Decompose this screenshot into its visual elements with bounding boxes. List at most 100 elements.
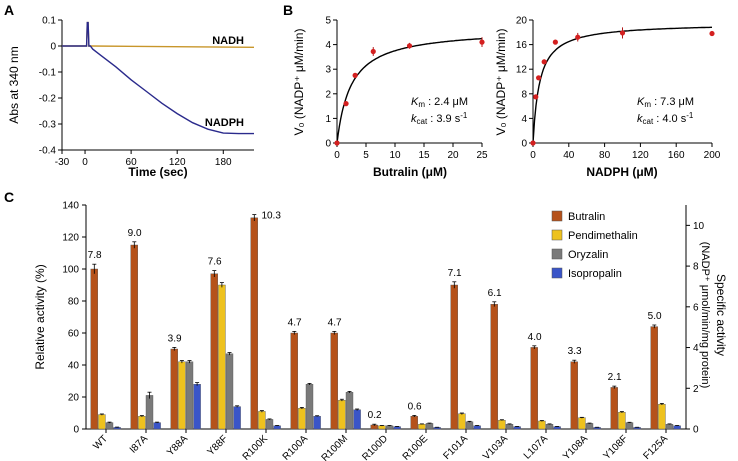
a-ytick-label: 0: [50, 42, 56, 53]
c-ytick-label: 140: [62, 201, 79, 212]
b1-ytick-label: 2: [325, 89, 331, 100]
c-ytick-label: 100: [62, 265, 79, 276]
bar-pendimethalin: [418, 424, 426, 430]
c-xtick-label: Y108A: [561, 433, 590, 461]
bar-butralin: [410, 416, 418, 430]
c-data-label: 3.9: [168, 333, 182, 344]
bar-isopropalin: [393, 426, 401, 430]
panel-c-ylabel: Relative activity (%): [33, 264, 47, 369]
bar-butralin: [130, 244, 139, 430]
a-xtick-label: 0: [82, 157, 88, 168]
c-ytick-label: 120: [62, 233, 79, 244]
bar-pendimethalin: [458, 413, 466, 430]
bar-pendimethalin: [658, 404, 666, 430]
bar-isopropalin: [273, 425, 281, 430]
c-xtick-label: R100A: [281, 433, 311, 461]
bar-isopropalin: [193, 384, 201, 430]
b2-ytick-label: 8: [521, 89, 527, 100]
c-data-label: 10.3: [261, 211, 281, 222]
panel-c-label: C: [4, 189, 14, 205]
bar-butralin: [90, 268, 99, 430]
bar-pendimethalin: [138, 416, 146, 430]
legend-swatch-butralin: [551, 210, 563, 222]
b1-data-point: [343, 101, 349, 107]
b2-ytick-label: 0: [521, 139, 527, 150]
c-data-label: 7.8: [88, 250, 102, 261]
c-ytick-right-label: 8: [693, 262, 699, 273]
bar-butralin: [330, 332, 338, 430]
bar-pendimethalin: [538, 420, 546, 430]
legend-label-oryzalin: Oryzalin: [568, 249, 608, 261]
c-data-label: 9.0: [128, 228, 142, 239]
b1-ytick-label: 0: [325, 139, 331, 150]
bar-pendimethalin: [378, 425, 386, 430]
panel-a-label: A: [4, 2, 14, 18]
bar-oryzalin: [545, 424, 554, 430]
bar-pendimethalin: [578, 417, 586, 430]
b1-data-point: [406, 43, 413, 49]
c-data-label: 4.7: [288, 317, 302, 328]
bar-butralin: [490, 304, 498, 430]
bar-oryzalin: [145, 395, 154, 430]
legend-swatch-pendimethalin: [551, 229, 563, 241]
legend-swatch-isopropalin: [551, 267, 563, 279]
bar-isopropalin: [673, 425, 681, 430]
b2-data-point: [530, 140, 536, 146]
a-xtick-label: -30: [55, 157, 70, 168]
b2-data-point: [535, 75, 542, 81]
c-xtick-label: F125A: [642, 433, 671, 461]
c-xtick-label: I87A: [128, 433, 151, 456]
c-ytick-label: 40: [68, 361, 80, 372]
c-ytick-label: 80: [68, 297, 80, 308]
km-label-nadph: Km : 7.3 μM: [637, 96, 694, 109]
bar-pendimethalin: [218, 284, 226, 430]
panel-b-ylabel: V₀ (NADP⁺ μM/min): [292, 29, 306, 136]
b1-ytick-label: 3: [325, 65, 331, 76]
b2-ytick-label: 12: [516, 65, 528, 76]
panel-c-ylabel-right-units: (NADP⁺ μmol/min/mg protein): [699, 242, 711, 389]
a-ytick-label: -0.4: [39, 146, 57, 157]
c-ytick-right-label: 10: [693, 221, 705, 232]
bar-butralin: [570, 361, 578, 430]
panel-a-xlabel: Time (sec): [128, 165, 187, 179]
bar-pendimethalin: [498, 420, 506, 430]
b2-ytick-label: 20: [516, 16, 528, 27]
panel-a-ylabel: Abs at 340 nm: [7, 46, 21, 123]
legend-label-pendimethalin: Pendimethalin: [568, 230, 638, 242]
bar-isopropalin: [473, 425, 481, 430]
a-ytick-label: -0.2: [39, 94, 57, 105]
b2-data-point: [541, 59, 547, 65]
bar-oryzalin: [425, 423, 434, 430]
bar-pendimethalin: [618, 412, 626, 430]
bar-oryzalin: [665, 424, 674, 430]
bar-butralin: [210, 273, 219, 430]
bar-butralin: [170, 348, 179, 430]
bar-pendimethalin: [178, 361, 186, 430]
b1-data-point: [334, 140, 340, 146]
bar-pendimethalin: [258, 411, 266, 430]
legend-label-butralin: Butralin: [568, 211, 605, 223]
panel-b-xlabel: Butralin (μM): [373, 165, 447, 179]
c-ytick-label: 60: [68, 329, 80, 340]
bar-pendimethalin: [338, 400, 346, 430]
panel-b-nadph-chart: V₀ (NADP⁺ μM/min) NADPH (μM) 0 40 80 120 160…: [494, 16, 721, 180]
a-xtick-label: 60: [126, 157, 138, 168]
b2-data-point: [552, 39, 558, 45]
b1-xtick-label: 5: [363, 150, 369, 161]
c-data-label: 7.6: [208, 257, 222, 268]
b2-data-point: [575, 34, 581, 40]
c-data-label: 4.0: [528, 332, 542, 343]
a-ytick-label: -0.3: [39, 120, 57, 131]
panel-a-chart: A Abs at 340 nm Time (sec) -30 0 60 120 180 0…: [4, 2, 255, 179]
c-data-label: 4.7: [328, 317, 342, 328]
b1-fit-curve: [336, 37, 483, 144]
c-data-label: 5.0: [648, 311, 662, 322]
bar-isopropalin: [153, 422, 161, 430]
bar-oryzalin: [625, 422, 634, 430]
b2-xtick-label: 40: [563, 150, 575, 161]
c-ytick-right-label: 4: [693, 343, 699, 354]
c-xtick-label: V103A: [481, 433, 510, 461]
bar-butralin: [530, 347, 538, 430]
c-xtick-label: R100D: [360, 433, 390, 461]
c-xtick-label: F101A: [442, 433, 471, 461]
